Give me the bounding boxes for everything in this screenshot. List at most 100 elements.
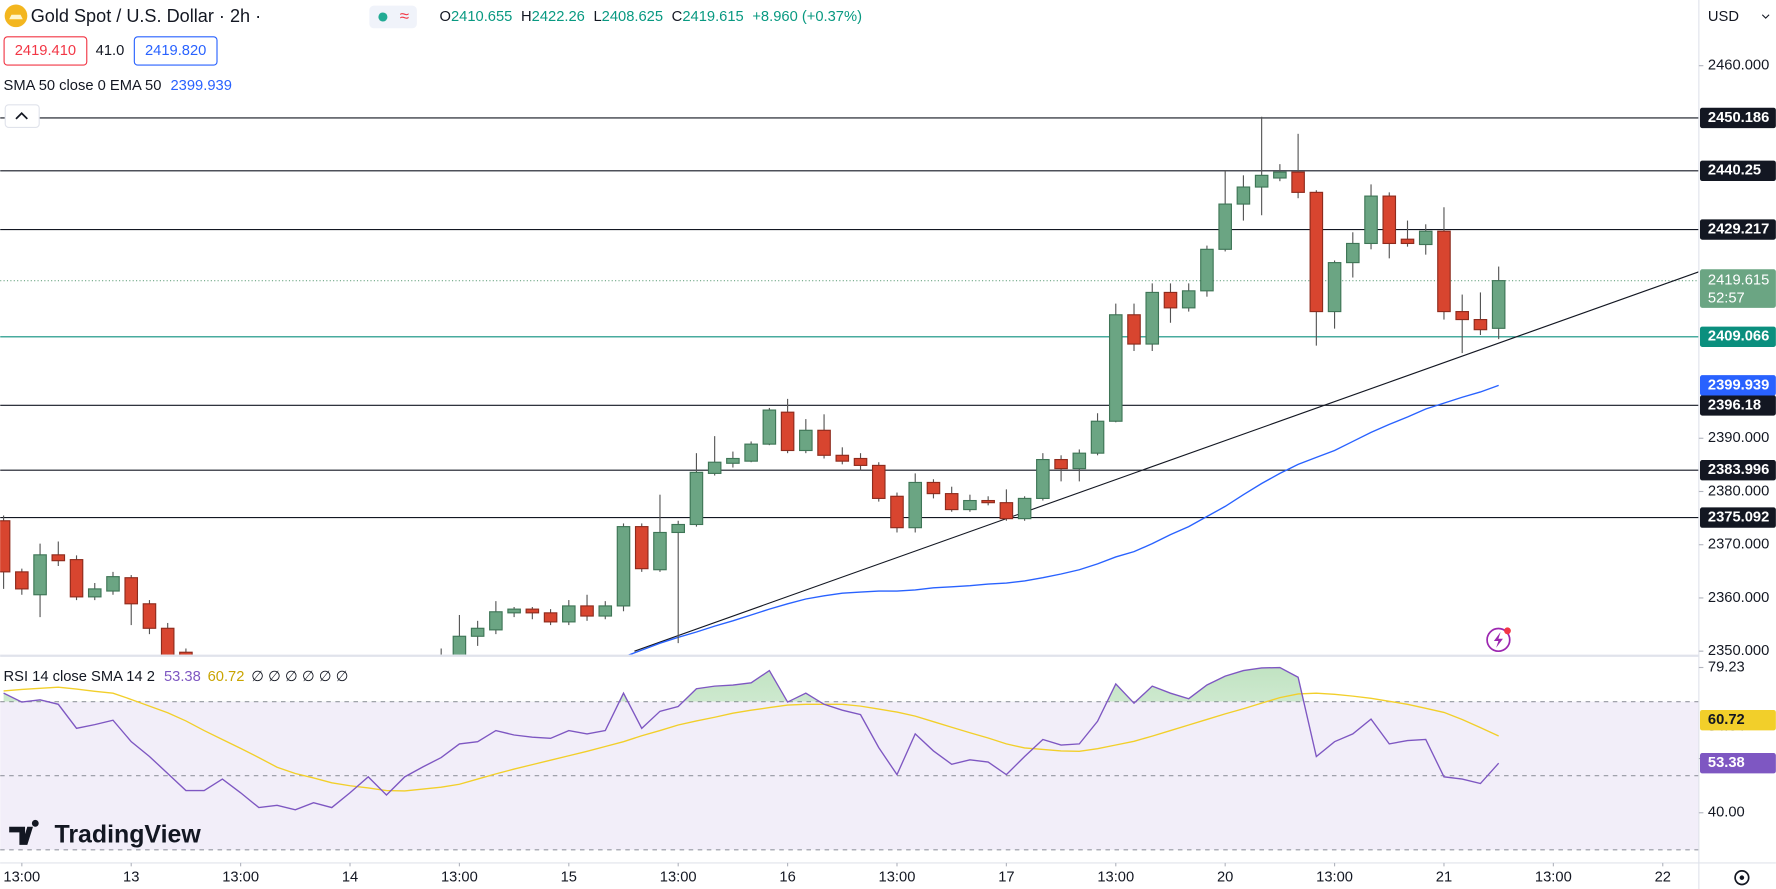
rsi-ma-label-box <box>1699 709 1776 731</box>
level-label-box <box>1699 326 1776 347</box>
sell-button[interactable] <box>3 36 88 66</box>
level-label: 2396.18 <box>1708 397 1761 413</box>
indicator-legend: SMA 50 close 0 EMA 50 2399.939 <box>4 78 232 94</box>
ohlc-value: 2408.625 <box>602 9 663 25</box>
level-label-box <box>1699 219 1776 240</box>
x-tick-label: 17 <box>998 870 1014 886</box>
candle-body <box>543 612 558 623</box>
y-tick-label: 2460.000 <box>1708 58 1769 74</box>
alerts-bolt <box>1493 631 1503 648</box>
x-tick-label: 13:00 <box>879 870 916 886</box>
candle-body <box>689 471 704 526</box>
level-label: 2375.092 <box>1708 510 1769 526</box>
candle-body <box>124 577 139 605</box>
candle-body <box>1200 248 1214 292</box>
candle-body <box>908 481 923 529</box>
overbought-group <box>3 667 1304 702</box>
watermark-logo <box>9 819 39 845</box>
buy-button[interactable] <box>133 36 218 66</box>
currency[interactable]: USD <box>1708 9 1739 25</box>
candle-body <box>1236 186 1251 205</box>
overbought-fill <box>3 667 1304 702</box>
market-open-dot <box>378 12 388 22</box>
ema-value: 2399.939 <box>170 78 231 94</box>
spread: 41.0 <box>96 43 125 59</box>
candle-body <box>1017 497 1032 520</box>
candle-body <box>1309 191 1324 313</box>
rsi-title: RSI 14 close SMA 14 2 <box>4 669 155 685</box>
candle-body <box>780 411 795 452</box>
candle-body <box>799 429 813 452</box>
x-tick-label: 13:00 <box>3 870 40 886</box>
ohlc-label: C <box>672 9 683 25</box>
rsi-pane <box>0 666 1699 851</box>
candle-body <box>634 526 649 570</box>
candle-body <box>762 409 777 445</box>
candle-body <box>1273 171 1287 179</box>
x-tick-label: 15 <box>561 870 577 886</box>
candle-body <box>87 588 102 598</box>
candle-body <box>707 461 722 474</box>
x-tick-label: 13 <box>123 870 139 886</box>
candle-body <box>142 603 157 629</box>
y-tick-label: 2350.000 <box>1708 643 1769 659</box>
candle-body <box>106 576 120 592</box>
axes: 2350.000 2360.000 2370.000 2380.000 2390.000… <box>3 58 1776 886</box>
level-label: 2383.996 <box>1708 462 1769 478</box>
rsi-value-label: 53.38 <box>1708 755 1745 771</box>
ohlc-label: L <box>593 9 601 25</box>
candle-body <box>1145 291 1160 345</box>
symbol-title[interactable]: Gold Spot / U.S. Dollar · 2h · <box>31 6 261 26</box>
candle-body <box>999 502 1014 520</box>
ohlc-label: H <box>521 9 532 25</box>
candle-body <box>817 429 831 456</box>
candle-body <box>726 457 740 464</box>
candle-body <box>580 605 594 617</box>
candle-body <box>1382 195 1397 245</box>
ohlc-legend: O2410.655 H2422.26 L2408.625 C2419.615 +… <box>440 9 862 25</box>
rsi-value: 53.38 <box>164 669 201 685</box>
candle-body <box>507 608 521 614</box>
candle-body <box>598 605 613 617</box>
y-tick-label: 2370.000 <box>1708 537 1769 553</box>
current-price-box <box>1699 269 1776 308</box>
level-label: 2409.066 <box>1708 329 1769 345</box>
candle-body <box>981 499 995 504</box>
candle-body <box>51 554 66 562</box>
status-badge[interactable] <box>369 5 417 29</box>
candle-body <box>1108 314 1123 422</box>
y-tick-label: 2390.000 <box>1708 430 1769 446</box>
level-label-box <box>1699 460 1776 481</box>
settings-icon[interactable] <box>1734 870 1750 886</box>
rsi-ma-value: 60.72 <box>208 669 245 685</box>
candle-body <box>452 635 467 655</box>
rsi-ma-label: 60.72 <box>1708 712 1745 728</box>
candle-body <box>1418 230 1433 246</box>
candle-body <box>1127 314 1141 345</box>
ohlc-value: 2422.26 <box>532 9 585 25</box>
chevron-icon <box>15 112 28 120</box>
candle-body <box>1327 262 1342 313</box>
candle-body <box>160 627 175 655</box>
rsi-y-tick-label: 79.23 <box>1708 659 1745 675</box>
candle-body <box>835 454 850 462</box>
candle-body <box>1437 230 1451 313</box>
candle-body <box>69 559 84 598</box>
x-tick-label: 13:00 <box>1316 870 1353 886</box>
candle-body <box>944 493 959 511</box>
candle-body <box>1400 238 1415 245</box>
candle-body <box>489 611 503 631</box>
ema-label: 2399.939 <box>1708 377 1769 393</box>
ema-label-box <box>1699 375 1776 396</box>
collapse-button[interactable] <box>4 104 40 128</box>
rsi-null-values: ∅ ∅ ∅ ∅ ∅ ∅ <box>251 669 348 685</box>
candle-body <box>1473 319 1488 331</box>
candle-body <box>525 608 540 614</box>
alerts-dot <box>1504 627 1511 635</box>
ohlc-value: 2419.615 <box>682 9 743 25</box>
ohlc-label: O <box>440 9 451 25</box>
candle-body <box>1218 203 1232 250</box>
candle-body <box>1036 458 1050 499</box>
x-tick-label: 22 <box>1655 870 1671 886</box>
